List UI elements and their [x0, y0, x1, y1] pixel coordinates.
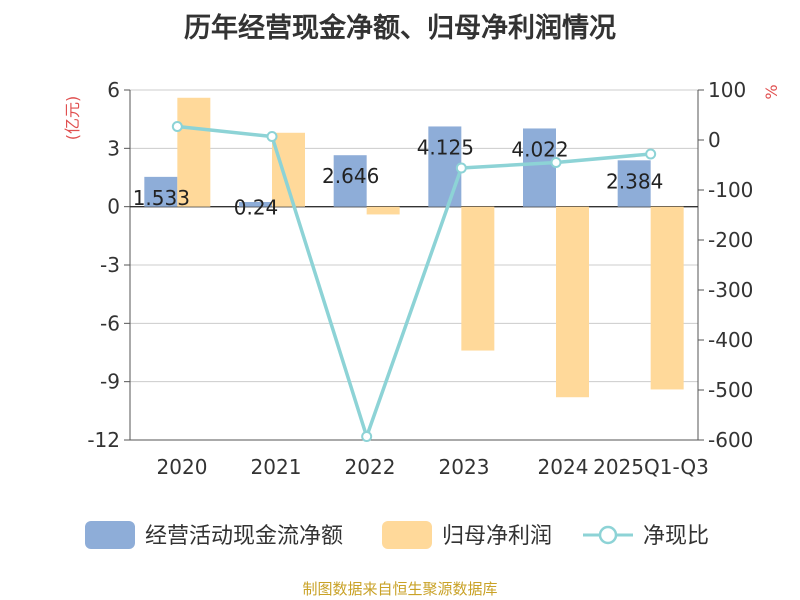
ratio-point	[171, 121, 183, 132]
y-right-tick-label: 100	[708, 78, 746, 102]
data-label-cash-flow: 2.384	[606, 169, 663, 193]
ratio-point	[266, 131, 278, 142]
y-left-tick-label: -9	[100, 370, 120, 394]
bar-net-profit	[650, 206, 684, 390]
bar-net-profit	[461, 206, 495, 351]
y-left-tick-label: 0	[107, 195, 120, 219]
x-tick-label: 2025Q1-Q3	[593, 455, 709, 479]
source-note: 制图数据来自恒生聚源数据库	[302, 580, 498, 598]
x-tick-label: 2023	[439, 455, 490, 479]
y-right-tick-label: -500	[708, 378, 753, 402]
y-right-tick-label: -400	[708, 328, 753, 352]
ratio-point	[550, 157, 562, 168]
ratio-point	[455, 162, 467, 174]
legend-label-cash-flow: 经营活动现金流净额	[145, 524, 343, 549]
bar-cash-flow	[239, 202, 272, 207]
legend-swatch-net-profit	[382, 521, 432, 549]
y-right-tick-label: -100	[708, 178, 753, 202]
ratio-point	[645, 148, 657, 160]
ratio-line	[177, 124, 651, 439]
x-tick-label: 2022	[345, 455, 396, 479]
bar-cash-flow	[523, 128, 556, 207]
y-right-tick-label: -200	[708, 228, 753, 252]
chart-title: 历年经营现金净额、归母净利润情况	[184, 13, 616, 44]
x-tick-label: 2024	[538, 455, 589, 479]
y-left-tick-label: 3	[107, 136, 120, 160]
x-tick-label: 2020	[157, 455, 208, 479]
legend-label-net-profit: 归母净利润	[442, 524, 552, 549]
bar-net-profit	[366, 206, 400, 215]
bar-cash-flow	[144, 176, 178, 207]
y-right-tick-label: -600	[708, 428, 753, 452]
data-label-cash-flow: 4.125	[417, 135, 474, 159]
y-left-tick-label: 6	[107, 78, 120, 102]
y-left-tick-label: -6	[100, 311, 120, 335]
y-right-axis-label: %	[762, 84, 781, 99]
bar-net-profit	[556, 206, 589, 398]
legend-marker-ratio	[598, 525, 618, 545]
ratio-point	[361, 431, 373, 442]
data-label-cash-flow: 0.24	[234, 196, 279, 220]
chart: 6 3 0 -3 -6 -9 -12 100 0 -100 -200 -300 -400 -500 -600…	[63, 78, 781, 549]
x-tick-label: 2021	[251, 455, 302, 479]
legend-swatch-cash-flow	[85, 521, 135, 549]
y-right-tick-label: -300	[708, 278, 753, 302]
data-label-cash-flow: 1.533	[133, 186, 190, 210]
bar-net-profit	[177, 97, 211, 207]
data-label-cash-flow: 4.022	[511, 137, 568, 161]
bar-cash-flow	[333, 155, 367, 207]
data-label-cash-flow: 2.646	[322, 164, 379, 188]
bar-cash-flow	[428, 126, 462, 207]
y-left-axis-label: (亿元)	[63, 96, 82, 141]
y-right-tick-label: 0	[708, 128, 721, 152]
legend-label-ratio: 净现比	[643, 524, 709, 549]
y-left-tick-label: -3	[100, 253, 120, 277]
y-left-tick-label: -12	[87, 428, 120, 452]
bar-cash-flow	[617, 160, 651, 207]
